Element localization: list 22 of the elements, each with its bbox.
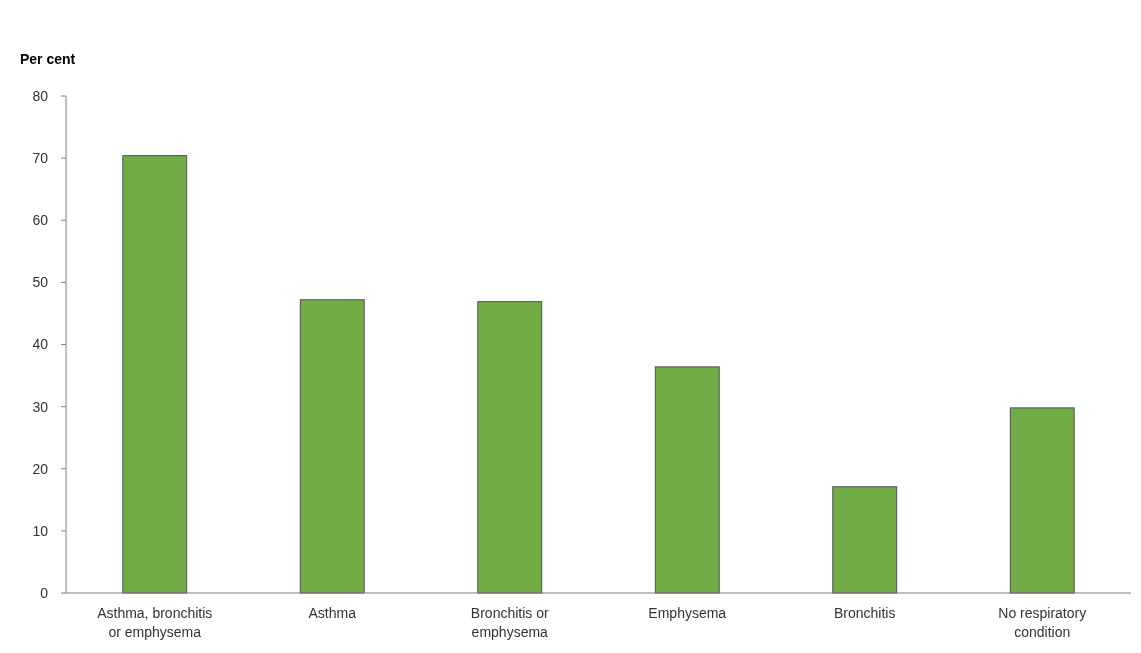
y-tick-label: 0: [40, 584, 49, 601]
bar: [654, 366, 720, 594]
x-tick-label: Bronchitis: [834, 605, 896, 621]
y-tick-label: 70: [32, 150, 49, 167]
y-tick-label: 50: [32, 274, 49, 291]
bar: [832, 486, 898, 594]
x-tick-label: Emphysema: [648, 605, 727, 621]
x-tick-label: Bronchitis or emphysema: [470, 605, 549, 640]
bar: [1009, 407, 1075, 594]
y-tick-label: 30: [32, 398, 49, 415]
bar: [477, 301, 543, 594]
x-tick-label: No respiratory condition: [998, 605, 1087, 640]
y-tick-label: 60: [32, 212, 49, 229]
y-tick-label: 10: [32, 522, 49, 539]
x-tick-label: Asthma, bronchitis or emphysema: [97, 605, 213, 640]
y-axis-title: Per cent: [20, 51, 76, 67]
bar: [122, 155, 188, 594]
y-tick-label: 40: [32, 336, 49, 353]
bar: [299, 299, 365, 594]
y-tick-label: 20: [32, 460, 49, 477]
x-tick-label: Asthma: [308, 605, 357, 621]
y-tick-label: 80: [32, 87, 49, 104]
